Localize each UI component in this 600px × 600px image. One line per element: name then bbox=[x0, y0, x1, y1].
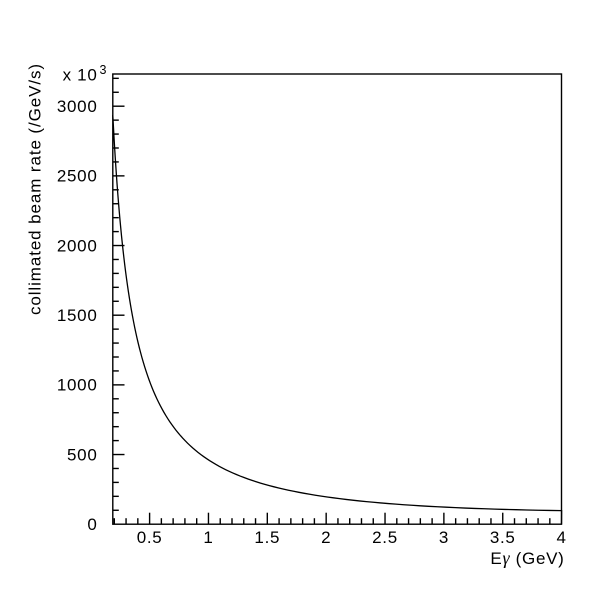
svg-text:4: 4 bbox=[557, 528, 567, 547]
svg-text:x 10: x 10 bbox=[63, 66, 98, 85]
svg-text:Eγ (GeV): Eγ (GeV) bbox=[490, 548, 564, 568]
svg-text:0: 0 bbox=[87, 515, 97, 534]
svg-text:1000: 1000 bbox=[57, 376, 98, 395]
svg-text:2500: 2500 bbox=[57, 167, 98, 186]
svg-text:1: 1 bbox=[203, 528, 213, 547]
svg-text:3: 3 bbox=[100, 63, 108, 77]
svg-text:3000: 3000 bbox=[57, 97, 98, 116]
svg-text:collimated beam rate (/GeV/s): collimated beam rate (/GeV/s) bbox=[26, 63, 45, 315]
svg-text:2000: 2000 bbox=[57, 236, 98, 255]
svg-text:1.5: 1.5 bbox=[254, 528, 280, 547]
svg-text:1500: 1500 bbox=[57, 306, 98, 325]
svg-text:3.5: 3.5 bbox=[490, 528, 516, 547]
svg-text:0.5: 0.5 bbox=[137, 528, 163, 547]
svg-text:3: 3 bbox=[439, 528, 449, 547]
svg-text:2: 2 bbox=[321, 528, 331, 547]
svg-text:2.5: 2.5 bbox=[372, 528, 398, 547]
svg-text:500: 500 bbox=[67, 445, 97, 464]
